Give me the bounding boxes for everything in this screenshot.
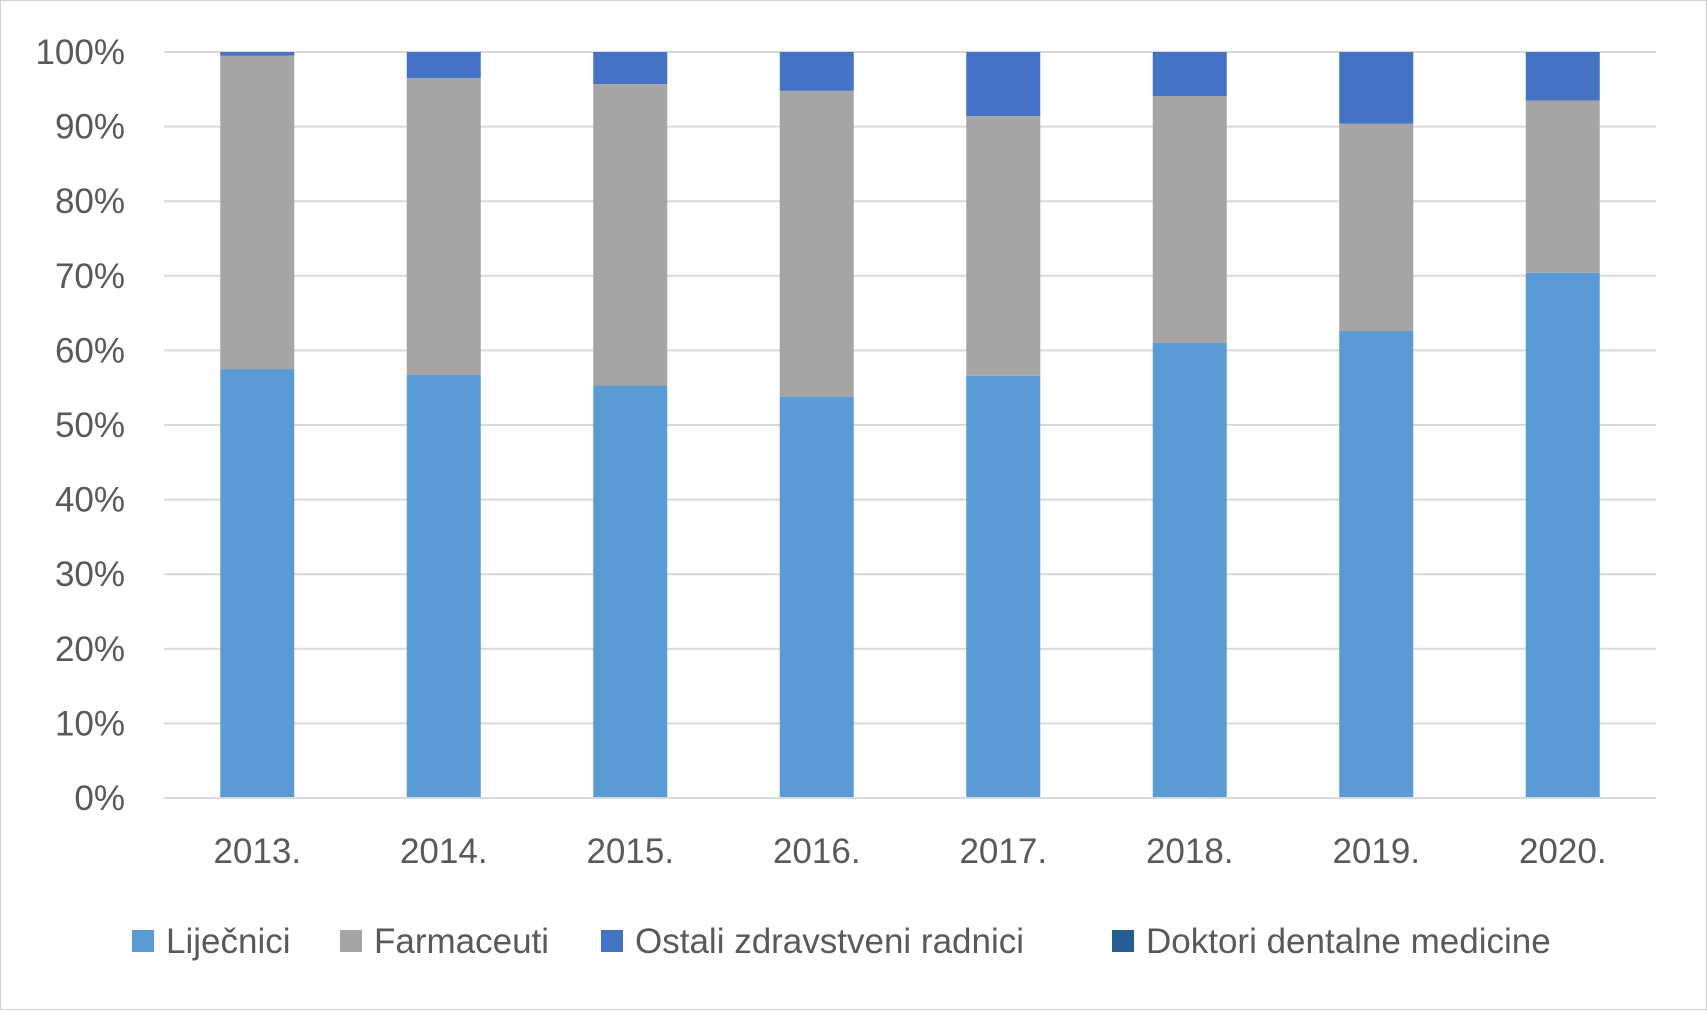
x-tick-label: 2017. bbox=[959, 832, 1047, 871]
bar-segment-lije-nici-2019 bbox=[1339, 331, 1414, 798]
y-axis-tick-labels: 0% 10% 20% 30% 40% 50% 60% 70% 80% 90% 100% bbox=[35, 33, 125, 818]
bar-segment-lije-nici-2018 bbox=[1152, 342, 1227, 798]
x-tick-label: 2018. bbox=[1146, 832, 1234, 871]
legend-swatch bbox=[601, 930, 623, 952]
bar-segment-ostali-zdravstveni-radnici-2016 bbox=[779, 52, 854, 91]
bars bbox=[220, 52, 1600, 798]
bar-segment-ostali-zdravstveni-radnici-2020 bbox=[1525, 52, 1600, 101]
bar-segment-lije-nici-2017 bbox=[966, 375, 1041, 798]
bar-segment-farmaceuti-2014 bbox=[406, 78, 481, 376]
legend-label: Farmaceuti bbox=[374, 922, 549, 961]
legend-label: Ostali zdravstveni radnici bbox=[635, 922, 1024, 961]
y-tick-label: 20% bbox=[55, 630, 125, 669]
legend: Liječnici Farmaceuti Ostali zdravstveni ra… bbox=[132, 922, 1551, 961]
x-tick-label: 2013. bbox=[213, 832, 301, 871]
y-tick-label: 90% bbox=[55, 108, 125, 147]
legend-swatch bbox=[340, 930, 362, 952]
y-tick-label: 80% bbox=[55, 182, 125, 221]
x-axis-tick-labels: 2013. 2014. 2015. 2016. 2017. 2018. 2019. 2020. bbox=[213, 832, 1606, 871]
bar-segment-farmaceuti-2013 bbox=[220, 55, 295, 370]
y-tick-label: 70% bbox=[55, 257, 125, 296]
x-tick-label: 2014. bbox=[400, 832, 488, 871]
bar-segment-lije-nici-2020 bbox=[1525, 272, 1600, 798]
bar-segment-farmaceuti-2018 bbox=[1152, 96, 1227, 343]
bar-segment-ostali-zdravstveni-radnici-2014 bbox=[406, 52, 481, 79]
legend-swatch bbox=[132, 930, 154, 952]
bar-segment-farmaceuti-2017 bbox=[966, 116, 1041, 376]
y-tick-label: 10% bbox=[55, 704, 125, 743]
x-tick-label: 2016. bbox=[773, 832, 861, 871]
bar-segment-farmaceuti-2016 bbox=[779, 90, 854, 397]
legend-swatch bbox=[1112, 930, 1134, 952]
bar-segment-ostali-zdravstveni-radnici-2019 bbox=[1339, 52, 1414, 124]
bar-segment-ostali-zdravstveni-radnici-2018 bbox=[1152, 52, 1227, 97]
gridlines bbox=[164, 51, 1656, 725]
x-tick-label: 2015. bbox=[586, 832, 674, 871]
bar-segment-lije-nici-2014 bbox=[406, 375, 481, 798]
bar-segment-farmaceuti-2015 bbox=[593, 84, 668, 386]
y-tick-label: 100% bbox=[35, 33, 125, 72]
y-tick-label: 0% bbox=[74, 779, 125, 818]
bar-segment-ostali-zdravstveni-radnici-2013 bbox=[220, 52, 295, 56]
y-tick-label: 50% bbox=[55, 406, 125, 445]
bar-segment-ostali-zdravstveni-radnici-2017 bbox=[966, 52, 1041, 117]
bar-segment-lije-nici-2013 bbox=[220, 369, 295, 798]
x-tick-label: 2020. bbox=[1519, 832, 1607, 871]
legend-label: Liječnici bbox=[166, 922, 291, 961]
bar-segment-farmaceuti-2019 bbox=[1339, 123, 1414, 332]
y-tick-label: 40% bbox=[55, 481, 125, 520]
bar-segment-lije-nici-2016 bbox=[779, 396, 854, 798]
bar-segment-lije-nici-2015 bbox=[593, 385, 668, 798]
bar-segment-farmaceuti-2020 bbox=[1525, 100, 1600, 273]
y-tick-label: 30% bbox=[55, 555, 125, 594]
legend-label: Doktori dentalne medicine bbox=[1146, 922, 1551, 961]
bar-segment-ostali-zdravstveni-radnici-2015 bbox=[593, 52, 668, 85]
x-tick-label: 2019. bbox=[1332, 832, 1420, 871]
y-tick-label: 60% bbox=[55, 331, 125, 370]
